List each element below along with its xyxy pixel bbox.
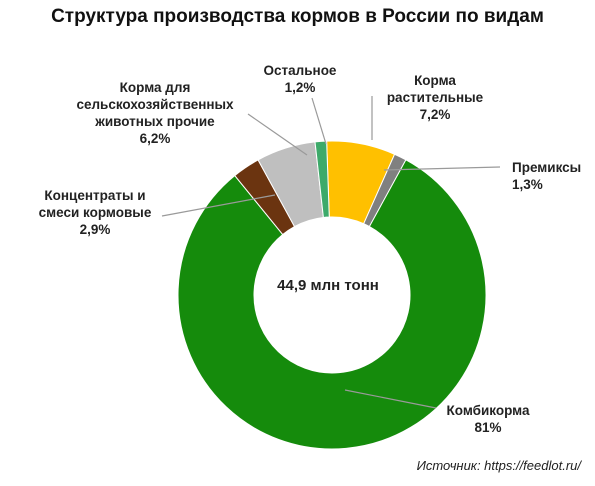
- slice-value-label: 6,2%: [140, 131, 171, 146]
- slice-value-label: 81%: [474, 420, 501, 435]
- slice-name-label: животных прочие: [94, 114, 215, 129]
- slice-value-label: 1,2%: [285, 80, 316, 95]
- slice-name-label: сельскохозяйственных: [76, 97, 234, 112]
- slice-label-2: Премиксы 1,3%: [512, 160, 581, 192]
- chart-title: Структура производства кормов в России п…: [51, 6, 544, 27]
- slice-label-3: Комбикорма 81%: [447, 403, 530, 435]
- donut-slices: [177, 140, 487, 450]
- center-total-label: 44,9 млн тонн: [277, 277, 379, 294]
- slice-label-5: Корма для сельскохозяйственных животных пр…: [76, 80, 234, 146]
- slice-name-label: Корма: [414, 73, 456, 88]
- slice-name-label: растительные: [387, 90, 484, 105]
- source-note: Источник: https://feedlot.ru/: [416, 458, 581, 473]
- slice-value-label: 1,3%: [512, 177, 543, 192]
- slice-name-label: Комбикорма: [447, 403, 530, 418]
- slice-label-6: Остальное 1,2%: [264, 63, 337, 95]
- slice-name-label: смеси кормовые: [39, 205, 152, 220]
- leader-line-3: [344, 389, 437, 409]
- slice-name-label: Премиксы: [512, 160, 581, 175]
- slice-name-label: Остальное: [264, 63, 337, 78]
- leader-line-4: [161, 194, 276, 217]
- leader-lines: [161, 96, 501, 409]
- slice-labels: Корма растительные 7,2% Премиксы 1,3% Комбико…: [39, 63, 582, 435]
- leader-line-5: [247, 113, 308, 156]
- slice-name-label: Концентраты и: [44, 188, 145, 203]
- leader-line-2: [383, 166, 501, 171]
- slice-name-label: Корма для: [120, 80, 191, 95]
- leader-line-6: [311, 97, 327, 145]
- slice-6: [314, 140, 330, 219]
- slice-label-4: Концентраты и смеси кормовые 2,9%: [39, 188, 152, 237]
- slice-value-label: 2,9%: [80, 222, 111, 237]
- slice-label-1: Корма растительные 7,2%: [387, 73, 484, 122]
- slice-3: [177, 159, 487, 450]
- slice-value-label: 7,2%: [420, 107, 451, 122]
